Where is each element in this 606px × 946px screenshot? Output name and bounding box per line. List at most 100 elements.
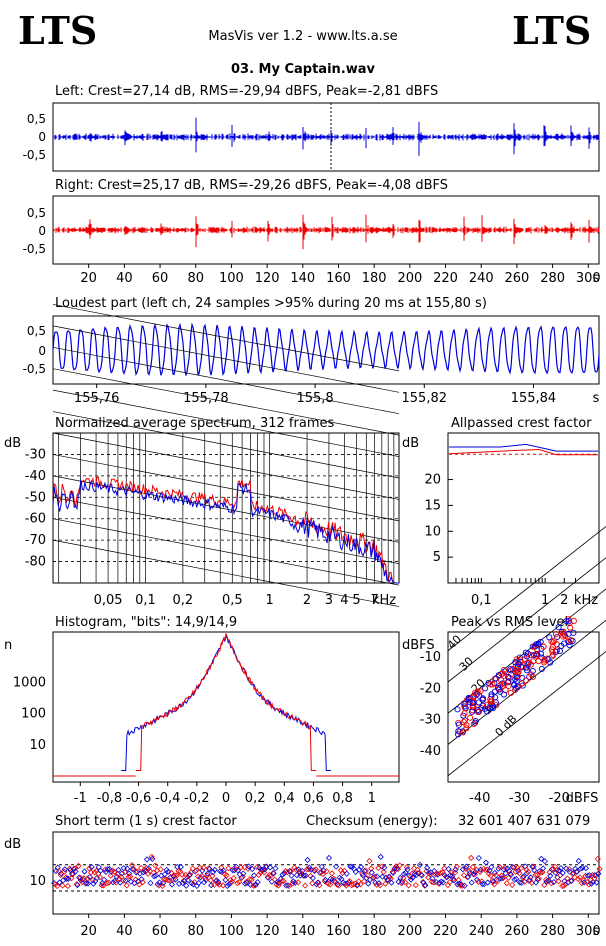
peak-rms-point: [472, 689, 479, 696]
short-crest-point: [93, 874, 101, 882]
short-crest-point: [532, 871, 539, 879]
short-crest-point: [268, 878, 275, 885]
short-crest-point: [255, 871, 262, 878]
peak-rms-point: [519, 680, 526, 687]
histogram-chart: -1 -0,8 -0,6 -0,4 -0,2 0 0,2 0,4 0,6 0,8 1 1000 100 1…: [13, 633, 399, 806]
short-crest-point: [138, 876, 145, 883]
spectrum-slope-line: [52, 389, 400, 457]
short-crest-point: [466, 868, 473, 875]
crest-y-unit: dB: [402, 436, 419, 451]
peak-rms-point: [514, 673, 521, 680]
peak-rms-point: [508, 667, 515, 674]
short-crest-point: [86, 865, 93, 872]
short-crest-point: [498, 872, 505, 879]
short-crest-point: [112, 879, 120, 886]
short-crest-point: [585, 881, 592, 888]
short-crest-point: [88, 863, 95, 871]
short-crest-point: [473, 866, 480, 873]
short-crest-point: [402, 879, 409, 886]
short-crest-point: [197, 874, 204, 881]
peak-rms-point: [509, 665, 516, 673]
short-crest-point: [437, 869, 444, 877]
peak-rms-point: [570, 617, 577, 624]
x-tick-label: 0,4: [274, 791, 295, 806]
peak-rms-point: [500, 666, 507, 674]
x-tick-label: 160: [326, 271, 351, 286]
short-crest-point: [294, 879, 302, 886]
short-crest-point: [83, 880, 90, 887]
short-crest-point: [101, 876, 108, 883]
short-crest-title: Short term (1 s) crest factor: [55, 814, 237, 829]
short-crest-point: [91, 869, 98, 876]
x-tick-label: 160: [326, 924, 351, 939]
short-crest-point: [97, 867, 104, 874]
short-crest-point: [482, 859, 490, 866]
peak-rms-point: [463, 725, 470, 732]
x-unit-label: s: [593, 271, 600, 286]
short-crest-point: [249, 865, 256, 873]
x-tick-label: 4: [340, 593, 348, 608]
short-crest-point: [592, 872, 600, 879]
short-crest-point: [593, 879, 600, 886]
peak-rms-point: [470, 720, 477, 728]
right-waveform-line: [52, 214, 600, 250]
x-tick-label: 60: [152, 271, 169, 286]
short-crest-point: [304, 856, 311, 864]
short-crest-point: [293, 866, 300, 873]
short-crest-point: [65, 875, 72, 882]
y-tick-label: 0: [38, 224, 46, 238]
y-tick-label: 5: [433, 550, 441, 565]
short-crest-point: [453, 863, 460, 870]
short-crest-point: [343, 870, 350, 877]
short-crest-point: [254, 879, 261, 886]
short-crest-point: [498, 875, 506, 882]
x-tick-label: 80: [187, 924, 204, 939]
short-crest-point: [278, 878, 286, 885]
crest-reference-line: [447, 525, 606, 652]
peak-rms-point: [505, 673, 512, 680]
short-crest-point: [380, 868, 387, 876]
short-crest-point: [547, 872, 554, 879]
short-crest-point: [580, 877, 587, 884]
peak-rms-point: [560, 630, 567, 637]
peak-rms-point: [544, 655, 551, 662]
short-crest-point: [68, 870, 76, 878]
short-crest-point: [280, 877, 287, 885]
short-crest-point: [328, 870, 336, 877]
short-crest-point: [491, 869, 498, 876]
short-crest-point: [596, 865, 603, 873]
short-crest-point: [106, 865, 113, 873]
short-crest-point: [541, 858, 548, 865]
peak-rms-point: [488, 691, 495, 698]
short-crest-point: [162, 876, 170, 883]
short-crest-point: [225, 865, 232, 872]
short-crest-point: [354, 881, 361, 889]
x-tick-label: 300: [576, 271, 601, 286]
short-crest-point: [177, 863, 184, 871]
x-tick-label: 40: [116, 271, 133, 286]
short-crest-point: [516, 870, 523, 877]
short-crest-point: [223, 872, 230, 879]
y-tick-label: 0,5: [27, 206, 46, 220]
x-tick-label: 0,2: [245, 791, 266, 806]
x-tick-label: 120: [255, 271, 280, 286]
short-crest-point: [460, 872, 468, 879]
peak-rms-point: [514, 669, 521, 676]
short-crest-point: [415, 870, 422, 877]
short-crest-point: [222, 876, 229, 884]
spectrum-slope-line: [52, 432, 400, 500]
spectrum-y-unit: dB: [4, 436, 21, 451]
x-tick-label: 120: [255, 924, 280, 939]
short-crest-point: [474, 876, 481, 883]
x-tick-label: 155,84: [511, 391, 557, 406]
short-crest-point: [64, 882, 71, 890]
peak-rms-point: [498, 677, 505, 684]
short-crest-point: [371, 873, 378, 880]
short-crest-point: [139, 879, 146, 886]
checksum-value: 32 601 407 631 079: [458, 814, 590, 829]
short-crest-point: [568, 877, 575, 884]
peak-rms-point: [455, 721, 462, 728]
short-crest-point: [539, 869, 546, 876]
short-crest-point: [441, 865, 448, 872]
short-crest-point: [527, 874, 534, 881]
